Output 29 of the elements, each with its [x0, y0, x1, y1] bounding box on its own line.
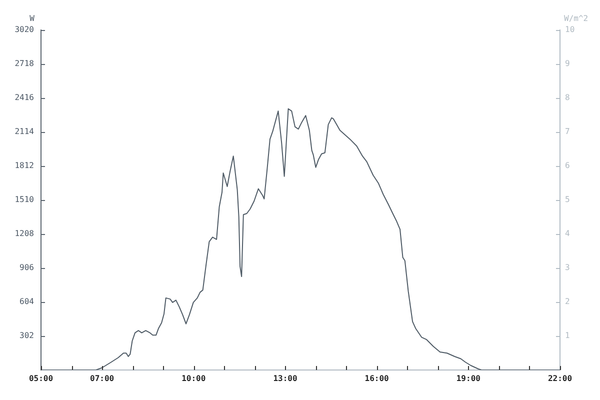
y2-tick-label: 1 — [565, 331, 570, 340]
y-tick-label: 1510 — [14, 195, 34, 204]
y2-tick-label: 5 — [565, 195, 570, 204]
y-tick-label: 1812 — [14, 161, 34, 170]
y-tick-label: 906 — [20, 263, 34, 272]
y2-axis-title: W/m^2 — [564, 14, 588, 24]
y-tick-label: 2718 — [14, 59, 34, 68]
y2-tick-label: 4 — [565, 229, 570, 238]
y-tick-label: 2114 — [14, 127, 34, 136]
x-tick-label: 10:00 — [182, 374, 206, 383]
y-axis-title: W — [30, 14, 35, 24]
y2-tick-label: 6 — [565, 161, 570, 170]
y2-tick-label: 8 — [565, 93, 570, 102]
y2-tick-label: 3 — [565, 263, 570, 272]
x-tick-label: 22:00 — [548, 374, 572, 383]
y2-tick-label: 9 — [565, 59, 570, 68]
y-tick-label: 302 — [20, 331, 34, 340]
x-tick-label: 19:00 — [456, 374, 481, 383]
x-tick-label: 07:00 — [90, 374, 114, 383]
y-tick-label: 604 — [20, 297, 34, 306]
x-tick-label: 13:00 — [273, 374, 298, 383]
y-tick-label: 2416 — [14, 93, 34, 102]
y2-tick-label: 10 — [565, 25, 575, 34]
y-tick-label: 1208 — [14, 229, 34, 238]
x-tick-label: 05:00 — [28, 374, 54, 383]
y2-tick-label: 7 — [565, 127, 570, 136]
y2-tick-label: 2 — [565, 297, 570, 306]
x-tick-label: 16:00 — [364, 374, 390, 383]
y-tick-label: 3020 — [14, 25, 34, 34]
